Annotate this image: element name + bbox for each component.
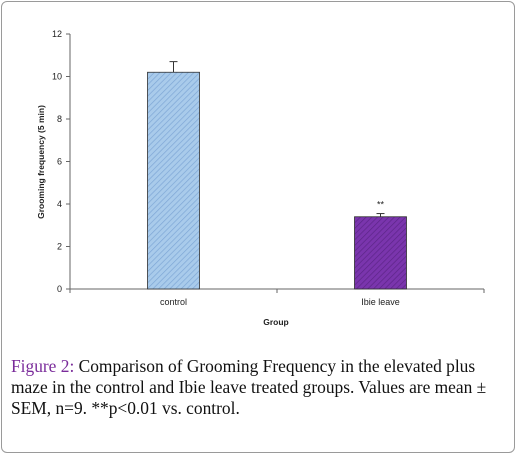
significance-marker: **: [377, 200, 385, 210]
y-tick-label: 8: [57, 114, 62, 124]
figure-caption: Figure 2: Comparison of Grooming Frequen…: [11, 356, 507, 419]
x-axis-title: Group: [263, 317, 289, 327]
axes: 0 2 4 6 8 10 12 control Ibie leave: [52, 29, 485, 307]
x-tick-label: Ibie leave: [361, 297, 400, 307]
y-axis-title: Grooming frequency (5 min): [36, 105, 46, 219]
y-tick-label: 0: [57, 284, 62, 294]
caption-text: Comparison of Grooming Frequency in the …: [11, 356, 487, 418]
y-tick-label: 12: [52, 29, 62, 39]
bar-ibie-leave: [354, 216, 407, 290]
bar-chart: 0 2 4 6 8 10 12 control Ibie leave ** Grooming f…: [36, 29, 485, 327]
bars: **: [147, 61, 407, 290]
y-tick-label: 10: [52, 72, 62, 82]
y-tick-label: 4: [57, 199, 62, 209]
bar-control: [147, 71, 200, 290]
y-tick-label: 6: [57, 157, 62, 167]
caption-label: Figure 2:: [11, 356, 75, 376]
x-tick-label: control: [160, 297, 187, 307]
y-tick-label: 2: [57, 242, 62, 252]
